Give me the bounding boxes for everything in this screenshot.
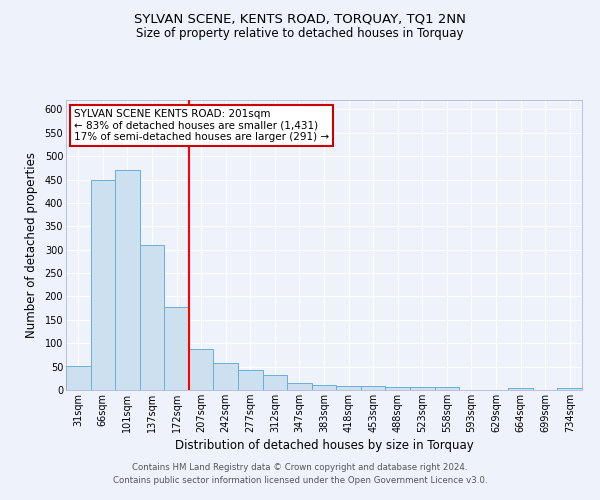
Bar bbox=[140, 245, 164, 390]
Bar bbox=[91, 180, 115, 390]
Bar bbox=[508, 388, 533, 390]
Bar bbox=[410, 387, 434, 390]
Bar bbox=[115, 170, 140, 390]
Bar bbox=[312, 386, 336, 390]
Bar bbox=[66, 366, 91, 390]
Bar bbox=[287, 382, 312, 390]
Bar bbox=[263, 375, 287, 390]
Text: Size of property relative to detached houses in Torquay: Size of property relative to detached ho… bbox=[136, 28, 464, 40]
Bar bbox=[557, 388, 582, 390]
Bar bbox=[361, 386, 385, 390]
Text: SYLVAN SCENE KENTS ROAD: 201sqm
← 83% of detached houses are smaller (1,431)
17%: SYLVAN SCENE KENTS ROAD: 201sqm ← 83% of… bbox=[74, 108, 329, 142]
Bar bbox=[189, 349, 214, 390]
Bar bbox=[164, 306, 189, 390]
Y-axis label: Number of detached properties: Number of detached properties bbox=[25, 152, 38, 338]
Text: SYLVAN SCENE, KENTS ROAD, TORQUAY, TQ1 2NN: SYLVAN SCENE, KENTS ROAD, TORQUAY, TQ1 2… bbox=[134, 12, 466, 26]
Bar bbox=[434, 386, 459, 390]
Text: Contains public sector information licensed under the Open Government Licence v3: Contains public sector information licen… bbox=[113, 476, 487, 485]
Text: Contains HM Land Registry data © Crown copyright and database right 2024.: Contains HM Land Registry data © Crown c… bbox=[132, 464, 468, 472]
X-axis label: Distribution of detached houses by size in Torquay: Distribution of detached houses by size … bbox=[175, 439, 473, 452]
Bar bbox=[385, 386, 410, 390]
Bar bbox=[238, 370, 263, 390]
Bar bbox=[214, 364, 238, 390]
Bar bbox=[336, 386, 361, 390]
